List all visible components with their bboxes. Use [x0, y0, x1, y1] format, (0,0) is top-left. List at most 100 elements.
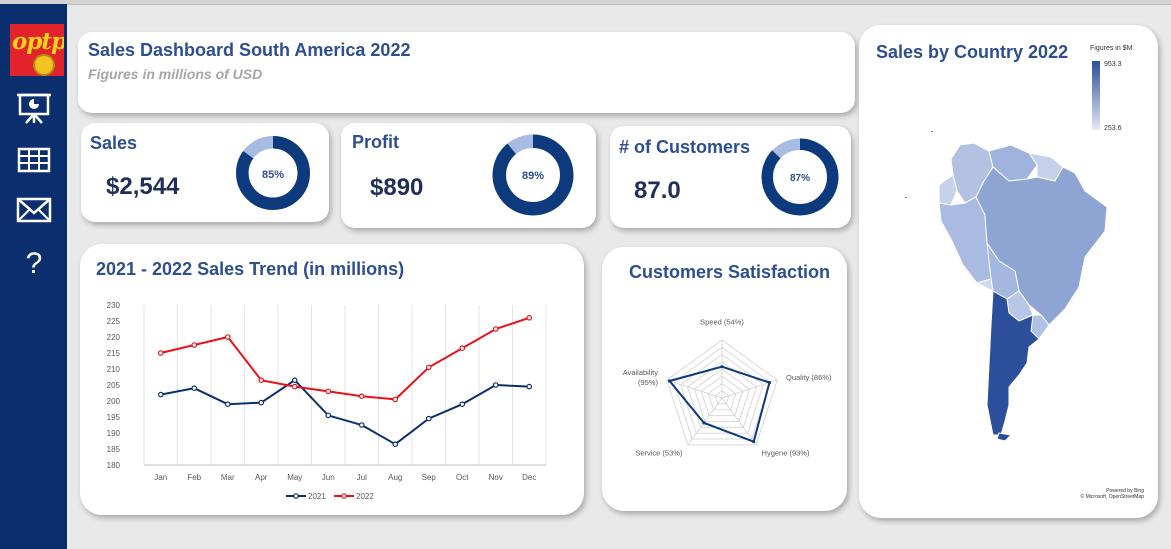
svg-text:?: ?	[26, 247, 43, 279]
page-title: Sales Dashboard South America 2022	[88, 40, 411, 60]
sales-trend-card: 2021 - 2022 Sales Trend (in millions) 18…	[80, 244, 584, 515]
radar-grid-ring	[714, 390, 730, 405]
sales-donut-outline	[235, 135, 311, 211]
trend-y-tick-label: 210	[107, 365, 121, 374]
profit-donut-chart: 89%	[491, 133, 575, 217]
trend-x-tick-label: Apr	[255, 473, 268, 482]
trend-y-tick-label: 180	[107, 461, 121, 470]
sales-trend-chart: 180 185 190 195 200 205 210 215 220 225 230 Jan Feb M…	[107, 301, 547, 501]
radar-grid-ring	[707, 382, 737, 411]
kpi-card-sales: Sales $2,544 85%	[81, 123, 329, 222]
map-region-island	[931, 131, 933, 132]
trend-point-2021	[526, 383, 533, 390]
radar-spoke	[666, 379, 723, 399]
trend-y-tick-label: 230	[107, 301, 121, 310]
radar-grid-ring	[693, 368, 751, 422]
radar-grid-ring	[673, 346, 771, 440]
sales-trend-title: 2021 - 2022 Sales Trend (in millions)	[96, 259, 405, 279]
kpi-value-customers: 87.0	[634, 177, 681, 204]
trend-y-tick-label: 205	[107, 381, 121, 390]
radar-series-line	[667, 365, 771, 443]
trend-x-tick-label: Feb	[187, 473, 201, 482]
radar-point	[752, 440, 756, 444]
map-region-tierra-del-fuego	[996, 432, 1013, 442]
map-region-island	[905, 197, 907, 198]
presentation-icon[interactable]	[14, 90, 54, 126]
satisfaction-title: Customers Satisfaction	[629, 262, 831, 282]
trend-point-2022	[191, 342, 198, 348]
logo-text: optp	[12, 28, 64, 55]
trend-point-2021	[425, 415, 432, 422]
mail-icon[interactable]	[14, 192, 54, 228]
sidebar: optp ?	[0, 4, 67, 549]
profit-donut-outline	[491, 133, 575, 217]
kpi-percent-profit: 89%	[522, 170, 544, 182]
trend-point-2021	[291, 377, 298, 384]
map-legend-title: Figures in $M	[1090, 45, 1133, 52]
trend-point-2022	[258, 377, 265, 384]
kpi-value-profit: $890	[370, 174, 424, 201]
kpi-label-profit: Profit	[352, 132, 399, 152]
trend-y-tick-label: 215	[107, 349, 121, 358]
trend-legend-label: 2021	[308, 492, 326, 501]
trend-point-2022	[492, 326, 499, 332]
map-legend-min: 253.6	[1104, 125, 1122, 132]
page-subtitle: Figures in millions of USD	[88, 66, 263, 82]
trend-x-tick-label: Mar	[221, 473, 235, 482]
radar-point	[720, 365, 724, 369]
map-title: Sales by Country 2022	[876, 42, 1069, 62]
trend-point-2021	[492, 382, 499, 388]
customers-donut-chart: 87%	[760, 137, 840, 217]
sales-donut-chart: 85%	[235, 135, 311, 211]
trend-point-2022	[157, 350, 164, 356]
trend-x-tick-label: Jun	[322, 473, 335, 482]
kpi-label-customers: # of Customers	[619, 137, 751, 157]
trend-point-2021	[258, 399, 265, 406]
satisfaction-radar-chart: Speed (54%) Quality (86%) Hygene (93%) Serv…	[623, 318, 832, 458]
radar-spoke	[687, 397, 723, 446]
trend-y-tick-label: 185	[107, 445, 121, 454]
logo-coin-icon	[33, 54, 55, 76]
profit-donut-value-segment	[492, 134, 574, 216]
map-credit-line1: Powered by Bing	[1106, 488, 1144, 494]
company-logo: optp	[10, 24, 64, 76]
radar-spoke	[721, 397, 757, 446]
kpi-percent-sales: 85%	[262, 169, 284, 181]
radar-axis-label: Speed (54%)	[700, 318, 744, 327]
south-america-map	[905, 131, 1108, 442]
help-icon[interactable]: ?	[14, 243, 54, 280]
sales-map-card: Sales by Country 2022 Figures in $M 953.…	[859, 25, 1158, 518]
kpi-card-customers: # of Customers 87.0 87%	[610, 126, 851, 228]
trend-point-2021	[157, 391, 164, 398]
radar-grid-ring	[666, 339, 778, 446]
radar-point	[767, 380, 772, 385]
trend-x-tick-label: Dec	[522, 473, 536, 482]
kpi-label-sales: Sales	[90, 133, 138, 153]
trend-x-tick-label: Oct	[456, 473, 469, 482]
radar-grid-ring	[700, 375, 744, 417]
trend-legend-marker	[293, 493, 299, 499]
trend-y-tick-label: 195	[107, 413, 121, 422]
trend-point-2022	[392, 396, 399, 403]
customers-donut-value-segment	[761, 138, 839, 216]
satisfaction-card: Customers Satisfaction Speed (54%) Qualit…	[602, 247, 847, 511]
sheet-gridline-bar	[0, 0, 1171, 5]
trend-x-tick-label: Aug	[388, 473, 402, 482]
table-icon[interactable]	[14, 142, 54, 178]
trend-point-2021	[224, 401, 231, 408]
trend-point-2021	[325, 412, 332, 419]
trend-legend-marker	[341, 493, 347, 499]
radar-axis-label: Quality (86%)	[786, 373, 832, 382]
trend-legend-label: 2022	[356, 492, 374, 501]
trend-x-tick-label: Nov	[489, 473, 503, 482]
map-credit-line2: © Microsoft, OpenStreetMap	[1080, 494, 1144, 500]
trend-point-2022	[459, 345, 466, 352]
radar-point	[702, 421, 706, 425]
radar-axis-label: Availability (95%)	[623, 368, 659, 387]
kpi-percent-customers: 87%	[790, 173, 810, 184]
radar-axis-label: Service (53%)	[635, 448, 683, 457]
trend-x-tick-label: May	[287, 473, 302, 482]
trend-point-2021	[358, 422, 365, 428]
trend-point-2022	[526, 315, 533, 321]
sales-donut-value-segment	[235, 135, 311, 211]
